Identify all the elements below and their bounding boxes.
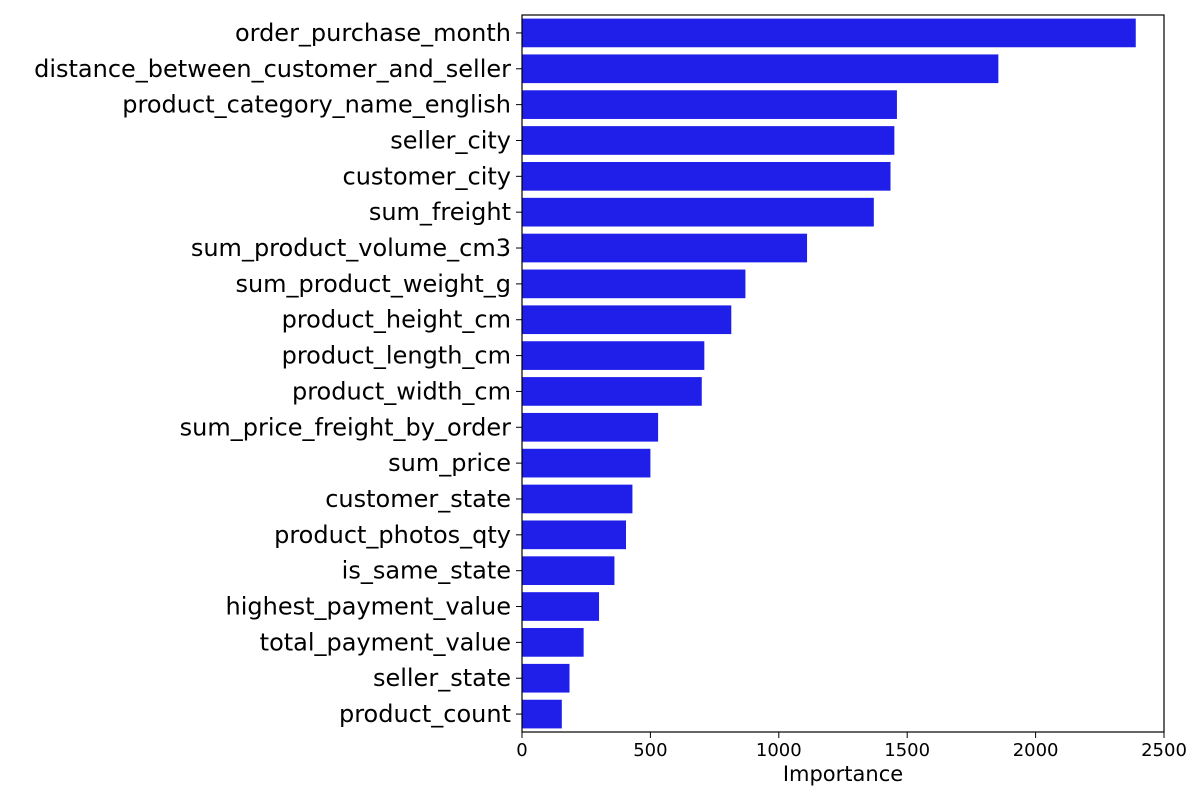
bar-sum_price_freight_by_order	[522, 412, 659, 442]
bar-sum_freight	[522, 197, 874, 227]
category-label-distance_between_customer_and_seller: distance_between_customer_and_seller	[34, 55, 511, 83]
bar-is_same_state	[522, 556, 615, 586]
category-label-highest_payment_value: highest_payment_value	[226, 593, 511, 621]
x-tick-label: 2000	[1013, 740, 1059, 761]
bar-sum_product_weight_g	[522, 269, 746, 299]
bar-total_payment_value	[522, 628, 584, 657]
bar-product_category_name_english	[522, 90, 897, 119]
plot-frame	[521, 14, 1165, 733]
category-label-product_length_cm: product_length_cm	[282, 342, 511, 370]
category-label-product_width_cm: product_width_cm	[292, 377, 511, 405]
x-tick-label: 0	[516, 740, 527, 761]
category-label-order_purchase_month: order_purchase_month	[235, 19, 511, 47]
bar-highest_payment_value	[522, 592, 600, 621]
x-tick-label: 1500	[884, 740, 930, 761]
bar-customer_state	[522, 484, 633, 514]
category-label-seller_state: seller_state	[373, 664, 511, 692]
x-tick-label: 500	[633, 740, 667, 761]
x-tick-label: 1000	[756, 740, 802, 761]
bar-order_purchase_month	[522, 18, 1136, 48]
bar-product_width_cm	[522, 377, 702, 406]
category-label-customer_state: customer_state	[325, 485, 511, 513]
x-axis-ticks: 0 500 1000 1500 2000 2500	[516, 732, 1187, 761]
category-label-is_same_state: is_same_state	[342, 557, 511, 585]
x-axis-title: Importance	[783, 762, 903, 786]
bar-seller_state	[522, 663, 570, 693]
category-label-product_count: product_count	[339, 700, 511, 728]
bar-sum_price	[522, 448, 651, 478]
category-label-sum_price_freight_by_order: sum_price_freight_by_order	[180, 413, 511, 441]
category-label-seller_city: seller_city	[390, 126, 511, 154]
bar-product_count	[522, 699, 562, 729]
category-label-sum_product_weight_g: sum_product_weight_g	[235, 270, 511, 298]
category-labels: order_purchase_month distance_between_cus…	[34, 19, 522, 728]
category-label-product_category_name_english: product_category_name_english	[122, 91, 511, 119]
category-label-sum_product_volume_cm3: sum_product_volume_cm3	[191, 234, 511, 262]
category-label-product_photos_qty: product_photos_qty	[274, 521, 511, 549]
category-label-sum_price: sum_price	[388, 449, 511, 477]
bar-product_height_cm	[522, 305, 732, 335]
category-label-total_payment_value: total_payment_value	[260, 628, 511, 656]
bar-customer_city	[522, 161, 891, 191]
bar-product_length_cm	[522, 341, 705, 370]
bars-group	[522, 18, 1136, 729]
bar-seller_city	[522, 126, 895, 155]
x-tick-label: 2500	[1141, 740, 1187, 761]
category-label-sum_freight: sum_freight	[369, 198, 511, 226]
bar-sum_product_volume_cm3	[522, 233, 808, 263]
category-label-customer_city: customer_city	[343, 162, 512, 190]
bar-product_photos_qty	[522, 520, 627, 550]
category-label-product_height_cm: product_height_cm	[282, 306, 511, 334]
bar-distance_between_customer_and_seller	[522, 54, 999, 84]
